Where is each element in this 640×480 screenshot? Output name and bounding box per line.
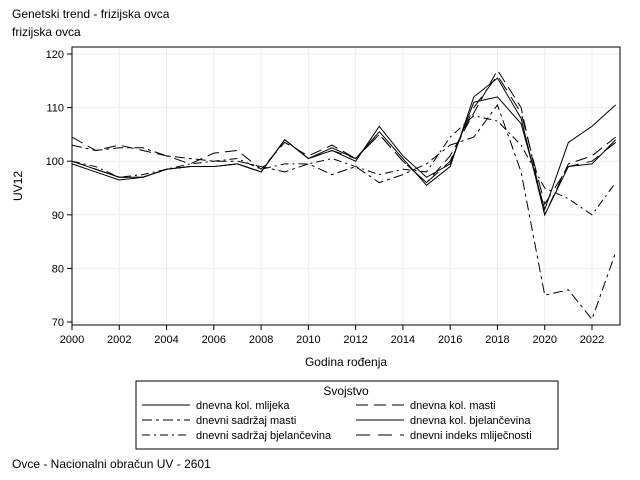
x-tick-label: 2008: [249, 334, 273, 346]
y-tick-label: 100: [46, 156, 64, 168]
x-tick-label: 2018: [485, 334, 509, 346]
y-tick-label: 70: [52, 317, 64, 329]
legend-label: dnevna kol. masti: [410, 400, 496, 412]
y-axis-label: UV12: [11, 171, 25, 201]
legend-label: dnevni indeks mliječnosti: [410, 430, 532, 442]
plot-frame: [71, 46, 621, 326]
legend-label: dnevna kol. mlijeka: [196, 400, 290, 412]
x-tick-label: 2020: [532, 334, 556, 346]
y-tick-label: 90: [52, 210, 64, 222]
series-line: [71, 77, 616, 217]
series-line: [71, 103, 617, 321]
chart-title: Genetski trend - frizijska ovca: [12, 7, 170, 21]
x-tick-label: 2000: [60, 334, 84, 346]
series-line: [71, 69, 616, 217]
x-axis-label: Godina rođenja: [305, 355, 387, 369]
x-tick-label: 2014: [391, 334, 415, 346]
x-tick-label: 2002: [107, 334, 131, 346]
chart-subtitle: frizijska ovca: [12, 25, 81, 39]
y-tick-label: 110: [46, 103, 64, 115]
y-tick-label: 120: [46, 49, 64, 61]
legend-label: dnevni sadržaj masti: [196, 415, 296, 427]
x-tick-label: 2016: [438, 334, 462, 346]
legend-label: dnevni sadržaj bjelančevina: [196, 430, 332, 442]
x-tick-label: 2006: [202, 334, 226, 346]
footnote: Ovce - Nacionalni obračun UV - 2601: [12, 457, 211, 471]
series-line: [71, 74, 616, 206]
legend-title: Svojstvo: [323, 384, 369, 398]
x-tick-label: 2004: [154, 334, 178, 346]
x-tick-label: 2022: [580, 334, 604, 346]
y-tick-label: 80: [52, 263, 64, 275]
legend: Svojstvo dnevna kol. mlijeka dnevna kol. …: [135, 380, 559, 450]
legend-label: dnevna kol. bjelančevina: [410, 415, 531, 427]
x-tick-label: 2010: [296, 334, 320, 346]
x-tick-label: 2012: [343, 334, 367, 346]
